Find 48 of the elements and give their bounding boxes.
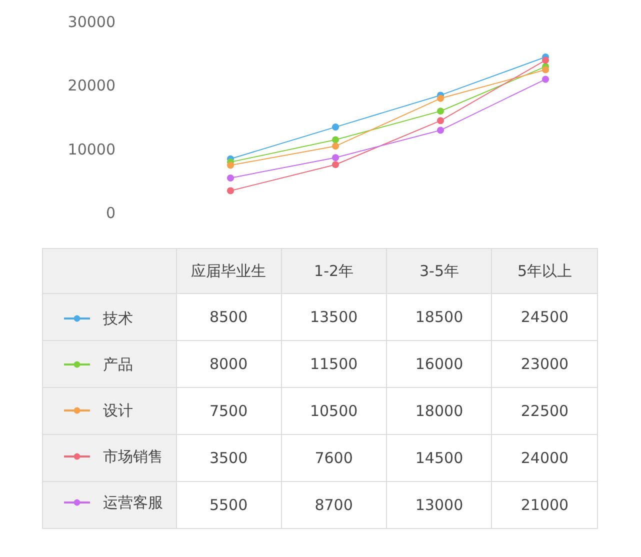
legend-label: 运营客服 [103,494,163,512]
legend-label: 产品 [103,356,133,374]
x-tick-label: 3-5年 [386,248,492,294]
point [227,174,234,182]
data-label: 7500 [176,388,282,434]
point [437,117,444,124]
data-label: 3500 [176,434,282,482]
point [332,136,339,144]
point [227,162,234,169]
data-label: 7600 [281,434,387,482]
data-label: 5500 [176,482,282,528]
point [332,161,339,168]
data-label: 22500 [492,388,598,434]
data-label: 18000 [386,388,492,434]
point [227,187,234,194]
point [437,126,444,134]
data-label: 23000 [492,340,598,388]
data-label: 21000 [492,482,598,528]
data-label: 8500 [176,294,282,340]
data-label: 8000 [176,340,282,388]
point [332,124,339,131]
x-tick-label: 应届毕业生 [176,248,282,294]
y-tick-label: 10000 [68,140,116,158]
data-label: 11500 [281,340,387,388]
legend-label: 技术 [102,310,133,328]
point [332,142,339,150]
point [542,66,549,74]
x-tick-label: 5年以上 [492,248,598,294]
y-tick-label: 0 [106,204,116,222]
data-label: 14500 [386,434,492,482]
point [437,94,444,102]
x-tick-label: 1-2年 [281,248,387,294]
data-label: 13000 [386,482,492,528]
data-label: 18500 [386,294,492,340]
data-label: 13500 [281,294,387,340]
legend-label: 设计 [103,402,133,420]
data-label: 16000 [386,340,492,388]
y-tick-label: 20000 [68,76,116,95]
point [332,154,339,162]
legend-label: 市场销售 [103,448,163,466]
point [542,56,549,64]
point [437,108,444,115]
y-tick-label: 30000 [68,13,116,31]
data-label: 10500 [281,388,387,434]
data-label: 8700 [281,482,387,528]
data-label: 24000 [492,434,598,482]
point [542,76,549,83]
data-label: 24500 [492,294,598,340]
